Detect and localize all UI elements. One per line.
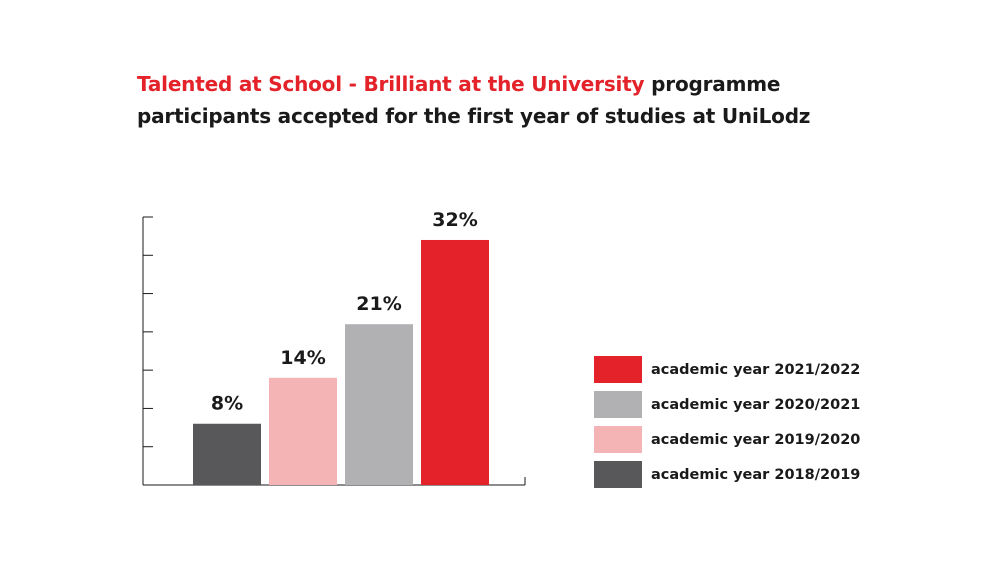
legend-swatch xyxy=(594,356,642,383)
bar xyxy=(345,324,413,485)
legend-item: academic year 2018/2019 xyxy=(594,461,924,488)
bar xyxy=(269,377,337,485)
legend-label: academic year 2019/2020 xyxy=(651,431,861,448)
legend-swatch xyxy=(594,461,642,488)
chart-title: Talented at School - Brilliant at the Un… xyxy=(137,68,897,132)
title-rest: programme participants accepted for the … xyxy=(137,72,811,128)
bar-value-label: 14% xyxy=(280,347,325,369)
bar xyxy=(193,423,261,485)
bar-value-label: 32% xyxy=(432,209,477,231)
title-highlight: Talented at School - Brilliant at the Un… xyxy=(137,72,645,96)
chart-legend: academic year 2021/2022 academic year 20… xyxy=(594,356,924,496)
legend-label: academic year 2020/2021 xyxy=(651,396,861,413)
bar-value-label: 8% xyxy=(211,393,243,415)
chart-bars xyxy=(193,239,489,485)
legend-swatch xyxy=(594,391,642,418)
legend-swatch xyxy=(594,426,642,453)
bar-value-label: 21% xyxy=(356,293,401,315)
legend-item: academic year 2020/2021 xyxy=(594,391,924,418)
bar xyxy=(421,239,489,485)
value-labels: 8% 14% 21% 32% xyxy=(211,209,478,415)
legend-item: academic year 2019/2020 xyxy=(594,426,924,453)
legend-item: academic year 2021/2022 xyxy=(594,356,924,383)
legend-label: academic year 2018/2019 xyxy=(651,466,861,483)
legend-label: academic year 2021/2022 xyxy=(651,361,861,378)
